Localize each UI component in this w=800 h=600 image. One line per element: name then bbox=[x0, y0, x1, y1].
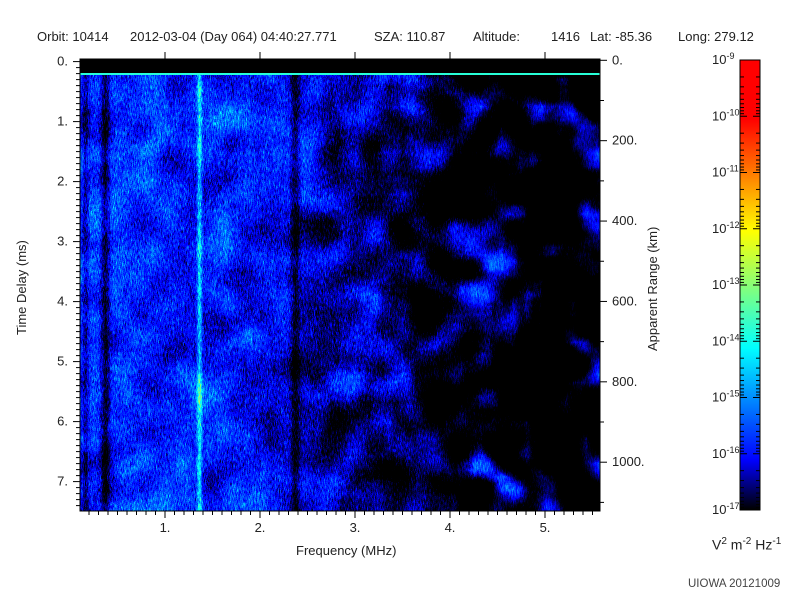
svg-text:10-11: 10-11 bbox=[712, 164, 739, 180]
svg-text:10-17: 10-17 bbox=[712, 501, 739, 517]
svg-text:200.: 200. bbox=[612, 133, 637, 148]
svg-text:2.: 2. bbox=[57, 174, 68, 189]
svg-text:400.: 400. bbox=[612, 213, 637, 228]
svg-text:800.: 800. bbox=[612, 374, 637, 389]
svg-text:0.: 0. bbox=[612, 52, 623, 67]
svg-text:600.: 600. bbox=[612, 293, 637, 308]
svg-text:2.: 2. bbox=[255, 520, 266, 535]
svg-text:10-14: 10-14 bbox=[712, 332, 739, 348]
svg-text:1.: 1. bbox=[57, 114, 68, 129]
svg-text:10-15: 10-15 bbox=[712, 389, 739, 405]
svg-text:1.: 1. bbox=[160, 520, 171, 535]
svg-text:5.: 5. bbox=[540, 520, 551, 535]
svg-text:1000.: 1000. bbox=[612, 454, 645, 469]
svg-text:3.: 3. bbox=[57, 234, 68, 249]
svg-text:10-10: 10-10 bbox=[712, 107, 739, 123]
svg-text:0.: 0. bbox=[57, 54, 68, 69]
svg-text:4.: 4. bbox=[445, 520, 456, 535]
svg-text:4.: 4. bbox=[57, 294, 68, 309]
svg-text:10-9: 10-9 bbox=[712, 51, 734, 67]
svg-text:3.: 3. bbox=[350, 520, 361, 535]
svg-text:10-13: 10-13 bbox=[712, 276, 739, 292]
svg-text:7.: 7. bbox=[57, 474, 68, 489]
svg-text:10-16: 10-16 bbox=[712, 445, 739, 461]
svg-text:10-12: 10-12 bbox=[712, 220, 739, 236]
svg-text:6.: 6. bbox=[57, 414, 68, 429]
svg-text:5.: 5. bbox=[57, 354, 68, 369]
